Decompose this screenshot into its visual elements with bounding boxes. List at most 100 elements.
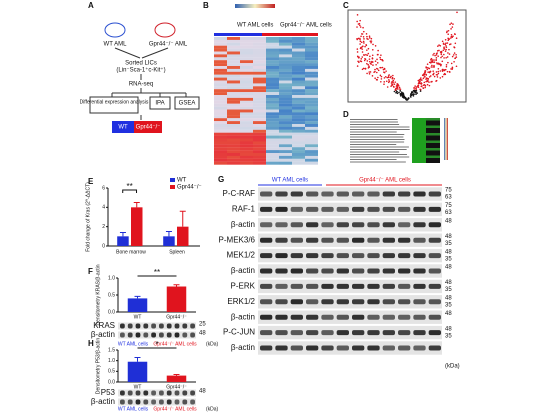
heat-cell (253, 39, 266, 43)
heat-cell (305, 48, 318, 52)
dot (393, 90, 396, 93)
dot (392, 74, 394, 77)
blot-band (382, 206, 395, 212)
dot (450, 62, 453, 65)
dot (431, 59, 434, 61)
heat-cell (214, 37, 227, 40)
dot (397, 83, 399, 86)
blot-band (120, 323, 125, 329)
heat-cell (412, 145, 426, 148)
y-tick-label: 2 (102, 224, 105, 230)
blot-band (127, 390, 133, 396)
heat-cell (412, 123, 426, 126)
blot-label: MEK1/2 (227, 251, 256, 260)
dot (441, 69, 444, 71)
heat-cell (292, 135, 305, 139)
dot (371, 48, 374, 51)
dot (443, 53, 445, 56)
blot-band (336, 191, 349, 197)
dot (433, 64, 435, 67)
heat-cell (240, 57, 253, 61)
legend-swatch (170, 178, 175, 182)
dot (417, 85, 419, 87)
blot-band (321, 330, 334, 336)
blot-strip (258, 202, 442, 217)
dot (397, 84, 400, 87)
heat-cell (227, 39, 240, 43)
heat-cell (253, 144, 266, 148)
blot-strip (258, 248, 442, 263)
dot (367, 67, 370, 69)
blot-label: P53 (101, 388, 116, 397)
blot-band (336, 253, 349, 259)
blot-band (382, 237, 395, 243)
box (112, 121, 134, 133)
y-tick-label: 1.0 (108, 275, 115, 281)
color-key (444, 118, 448, 160)
blot-band (367, 191, 380, 197)
step: Differential expression analysis (80, 99, 149, 105)
blot-strip (258, 279, 442, 294)
blot-band (367, 314, 380, 320)
heat-cell (279, 92, 292, 96)
heat-cell (227, 51, 240, 55)
y-tick-label: 0 (102, 243, 105, 249)
heat-cell (305, 158, 318, 162)
blot-band (336, 268, 349, 274)
blot-band (382, 299, 395, 305)
dot (368, 35, 371, 37)
blot-band (306, 222, 319, 228)
dot (384, 75, 387, 78)
heat-cell (279, 83, 292, 87)
heat-cell (426, 125, 440, 128)
heat-cell (266, 89, 279, 93)
dot (383, 77, 386, 79)
text-line (350, 141, 405, 143)
blot-band (352, 330, 365, 336)
heat-cell (266, 66, 279, 69)
error-bar (119, 231, 126, 237)
dot (454, 42, 457, 45)
heat-cell (305, 115, 318, 119)
heat-cell (266, 37, 279, 40)
heat-cell (412, 158, 426, 161)
dot (381, 66, 384, 69)
heat-cell (292, 141, 305, 145)
heat-cell (240, 48, 253, 52)
dot (382, 60, 384, 62)
heat-cell (292, 147, 305, 151)
dot (374, 60, 377, 62)
dot (449, 23, 451, 26)
blot-band (290, 191, 303, 197)
heat-cell (253, 138, 266, 142)
heat-cell (266, 118, 279, 122)
dot (419, 90, 422, 92)
dot (440, 56, 442, 59)
group-label: WT AML cells (272, 178, 308, 184)
dot (399, 88, 402, 90)
dot (447, 39, 450, 42)
dot (438, 44, 440, 46)
dot (433, 66, 436, 68)
heat-cell (253, 86, 266, 90)
heat-cell (253, 112, 266, 116)
blot-band (398, 345, 411, 351)
heat-cell (253, 71, 266, 75)
dot (405, 98, 408, 101)
dot (365, 33, 368, 35)
heat-cell (266, 95, 279, 98)
blot-strip (258, 295, 442, 309)
heat-cell (266, 86, 279, 90)
annotation: * (155, 340, 158, 349)
blot-band (260, 191, 273, 197)
heat-cell (214, 153, 227, 156)
heat-cell (292, 77, 305, 81)
blot-band (275, 237, 288, 243)
blot-band (413, 206, 426, 212)
heat-cell (227, 103, 240, 107)
heat-cell (240, 86, 253, 90)
dot (413, 90, 416, 93)
dot (424, 70, 427, 72)
heat-cell (279, 109, 292, 113)
heat-cell (253, 37, 266, 40)
